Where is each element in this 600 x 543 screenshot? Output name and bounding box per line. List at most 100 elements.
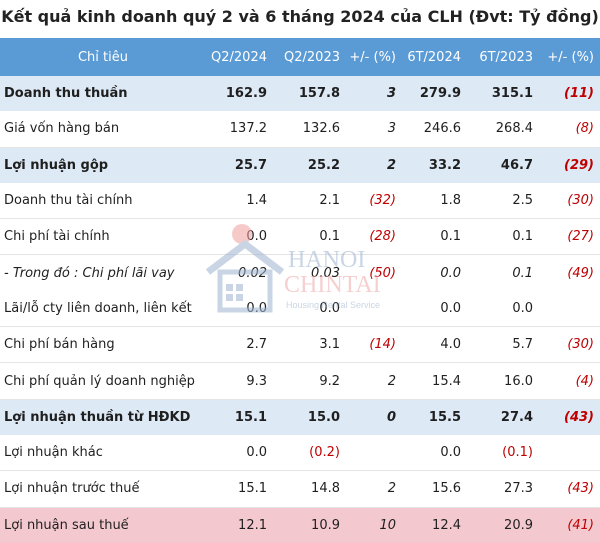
cell-h1-2023: 2.5 (467, 182, 539, 220)
cell-q2-2023: 25.2 (273, 147, 346, 183)
cell-chg-q: (14) (346, 326, 402, 364)
header-change-half: +/- (%) (539, 38, 600, 76)
cell-q2-2023: 132.6 (273, 111, 346, 148)
row-label: Lãi/lỗ cty liên doanh, liên kết (0, 290, 206, 328)
cell-h1-2023: 315.1 (467, 76, 539, 112)
cell-q2-2023: 9.2 (273, 362, 346, 400)
cell-h1-2024: 4.0 (402, 326, 467, 364)
row-label: Doanh thu tài chính (0, 182, 206, 220)
row-label: Lợi nhuận trước thuế (0, 470, 206, 508)
cell-h1-2023: 5.7 (467, 326, 539, 364)
cell-h1-2023: 27.4 (467, 399, 539, 435)
table-row: Chi phí tài chính 0.0 0.1 (28) 0.1 0.1 (27) (0, 218, 600, 256)
financial-results-table: Chỉ tiêu Q2/2024 Q2/2023 +/- (%) 6T/2024… (0, 38, 600, 543)
cell-q2-2024: 15.1 (206, 399, 273, 435)
row-label: Chi phí tài chính (0, 218, 206, 256)
cell-h1-2023: 46.7 (467, 147, 539, 183)
header-h1-2023: 6T/2023 (467, 38, 539, 76)
cell-h1-2023: 0.1 (467, 218, 539, 256)
cell-chg-h: (49) (567, 265, 594, 281)
table-row: Giá vốn hàng bán 137.2 132.6 3 246.6 268.4 (8) (0, 111, 600, 148)
table-row: Chi phí quản lý doanh nghiệp 9.3 9.2 2 15.4 1… (0, 362, 600, 400)
cell-chg-h (539, 290, 600, 328)
header-change-quarter: +/- (%) (346, 38, 402, 76)
cell-chg-q: (28) (346, 218, 402, 256)
cell-q2-2023: 0.1 (273, 218, 346, 256)
cell-chg-h: (43) (539, 399, 600, 435)
table-row: Chi phí bán hàng 2.7 3.1 (14) 4.0 5.7 (30) (0, 326, 600, 364)
cell-q2-2023: 3.1 (273, 326, 346, 364)
cell-q2-2023: 0.03 (311, 265, 340, 281)
cell-h1-2024: 1.8 (402, 182, 467, 220)
row-label: Lợi nhuận khác (0, 434, 206, 472)
cell-chg-q (346, 290, 402, 328)
cell-q2-2024: 12.1 (206, 507, 273, 543)
table-row: Doanh thu thuần 162.9 157.8 3 279.9 315.1 (11) (0, 76, 600, 112)
cell-q2-2023: 157.8 (273, 76, 346, 112)
table-row: Lãi/lỗ cty liên doanh, liên kết 0.0 0.0 0.0… (0, 290, 600, 328)
cell-h1-2024: 0.0 (402, 290, 467, 328)
cell-chg-h: (11) (539, 76, 600, 112)
table-row: Doanh thu tài chính 1.4 2.1 (32) 1.8 2.5 (30) (0, 182, 600, 220)
cell-q2-2024: 25.7 (206, 147, 273, 183)
cell-q2-2023: 2.1 (273, 182, 346, 220)
cell-chg-h (539, 434, 600, 472)
cell-h1-2023: 27.3 (467, 470, 539, 508)
row-label: Doanh thu thuần (0, 76, 206, 112)
cell-chg-h: (27) (539, 218, 600, 256)
header-h1-2024: 6T/2024 (402, 38, 467, 76)
cell-q2-2024: 0.0 (206, 290, 273, 328)
cell-chg-q: 2 (346, 362, 402, 400)
cell-h1-2024: 15.6 (402, 470, 467, 508)
cell-q2-2023: 14.8 (273, 470, 346, 508)
cell-h1-2023: 0.0 (467, 290, 539, 328)
row-label: Lợi nhuận thuần từ HĐKD (0, 399, 206, 435)
cell-chg-q: 0 (346, 399, 402, 435)
cell-q2-2024: 0.0 (206, 218, 273, 256)
cell-h1-2023: 0.1 (512, 265, 533, 281)
row-label: Lợi nhuận gộp (0, 147, 206, 183)
cell-chg-q: 2 (346, 147, 402, 183)
table-row: Lợi nhuận trước thuế 15.1 14.8 2 15.6 27.3 (43… (0, 470, 600, 508)
cell-chg-q: 3 (346, 111, 402, 148)
cell-chg-h: (29) (539, 147, 600, 183)
table-row: Lợi nhuận gộp 25.7 25.2 2 33.2 46.7 (29) (0, 147, 600, 183)
header-q2-2024: Q2/2024 (206, 38, 273, 76)
cell-q2-2023: 10.9 (273, 507, 346, 543)
cell-h1-2023: 16.0 (467, 362, 539, 400)
cell-h1-2023: (0.1) (467, 434, 539, 472)
table-title: Kết quả kinh doanh quý 2 và 6 tháng 2024… (1, 7, 599, 26)
header-indicator: Chỉ tiêu (0, 38, 206, 76)
row-label: Chi phí quản lý doanh nghiệp (0, 362, 206, 400)
cell-q2-2023: 15.0 (273, 399, 346, 435)
cell-q2-2023: (0.2) (273, 434, 346, 472)
cell-q2-2023: 0.0 (273, 290, 346, 328)
cell-q2-2024: 0.0 (206, 434, 273, 472)
table-row: Lợi nhuận thuần từ HĐKD 15.1 15.0 0 15.5 27.4… (0, 399, 600, 435)
cell-chg-h: (30) (539, 326, 600, 364)
cell-q2-2024: 162.9 (206, 76, 273, 112)
cell-q2-2024: 1.4 (206, 182, 273, 220)
cell-chg-q (346, 434, 402, 472)
cell-h1-2024: 0.0 (402, 434, 467, 472)
cell-chg-q: 3 (346, 76, 402, 112)
cell-chg-q: (32) (346, 182, 402, 220)
cell-q2-2024: 137.2 (206, 111, 273, 148)
cell-chg-h: (4) (539, 362, 600, 400)
cell-chg-q: (50) (369, 265, 396, 281)
row-label: Lợi nhuận sau thuế (0, 507, 206, 543)
cell-h1-2023: 20.9 (467, 507, 539, 543)
table-row: Lợi nhuận sau thuế 12.1 10.9 10 12.4 20.9 (41) (0, 507, 600, 543)
cell-q2-2024: 2.7 (206, 326, 273, 364)
cell-chg-q: 2 (346, 470, 402, 508)
cell-h1-2024: 246.6 (402, 111, 467, 148)
cell-h1-2024: 15.5 (402, 399, 467, 435)
header-row: Chỉ tiêu Q2/2024 Q2/2023 +/- (%) 6T/2024… (0, 38, 600, 76)
cell-chg-h: (30) (539, 182, 600, 220)
cell-h1-2024: 15.4 (402, 362, 467, 400)
cell-h1-2023: 268.4 (467, 111, 539, 148)
cell-q2-2024: 0.02 (238, 265, 267, 281)
cell-q2-2024: 9.3 (206, 362, 273, 400)
row-label: Giá vốn hàng bán (0, 111, 206, 148)
cell-h1-2024: 33.2 (402, 147, 467, 183)
